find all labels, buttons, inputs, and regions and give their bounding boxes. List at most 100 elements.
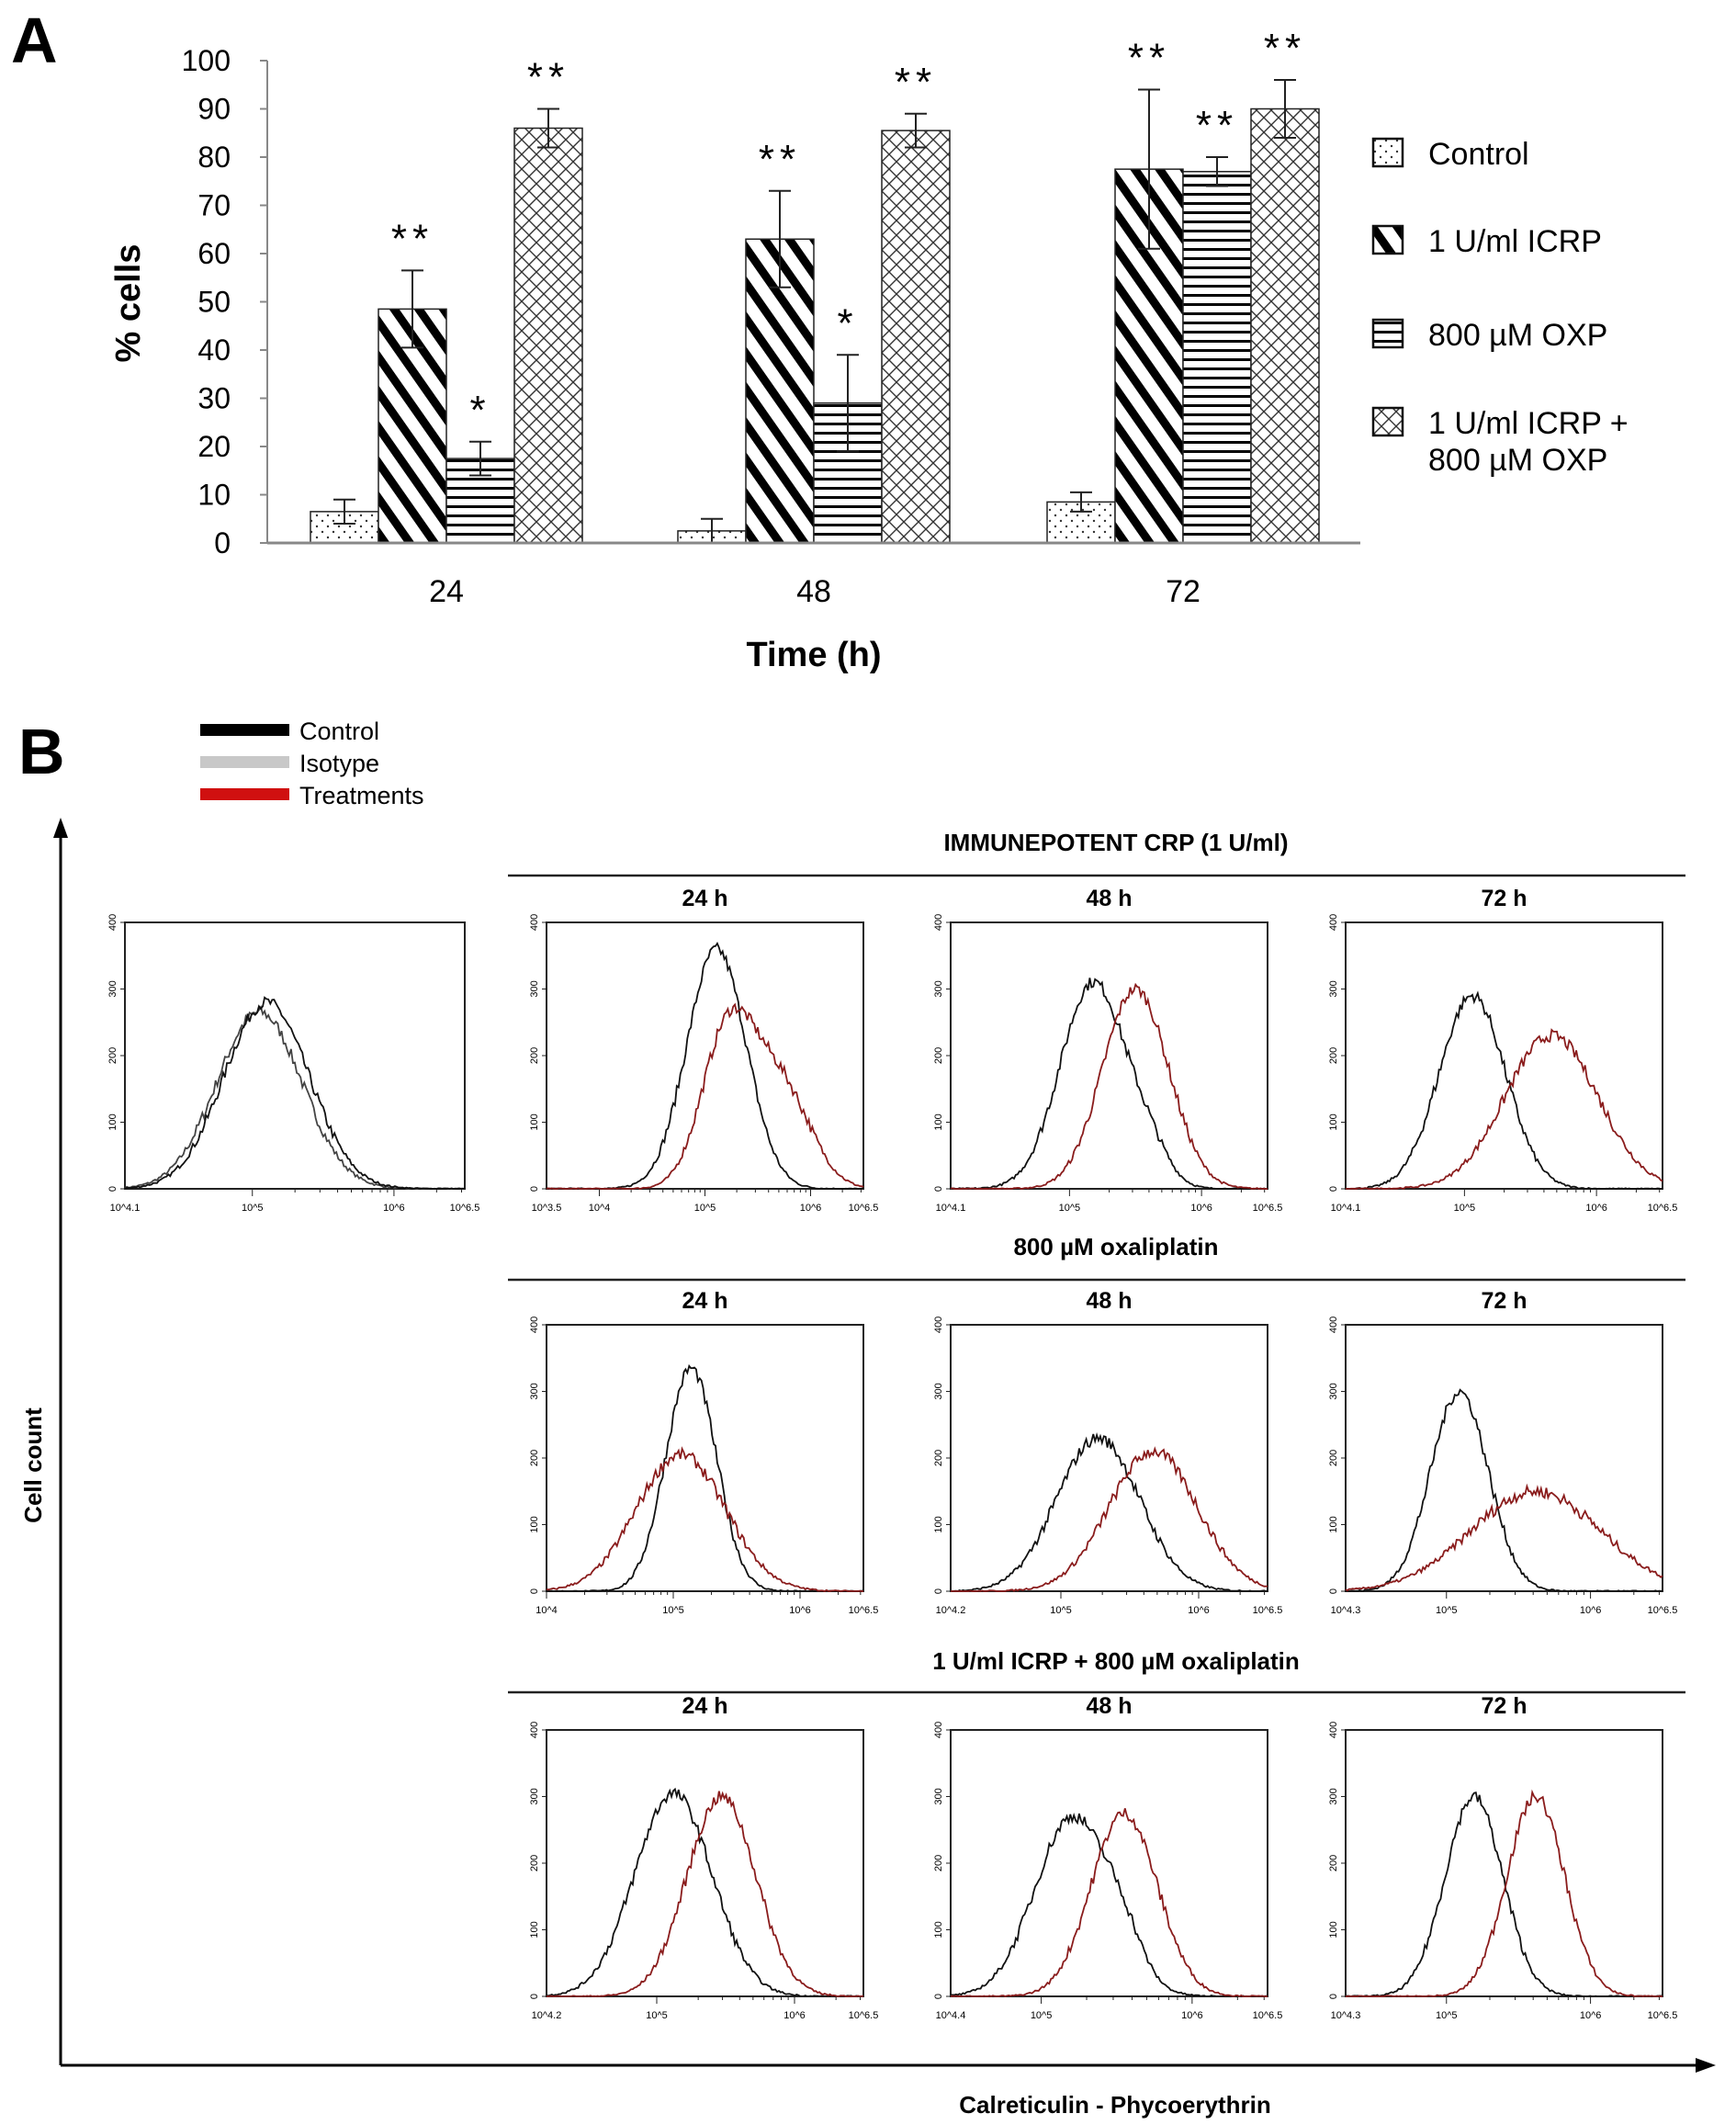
y-tick-label: 400 [1328,1317,1339,1333]
x-tick-label: 24 [429,574,464,609]
legend-label: Isotype [299,750,379,777]
y-tick-label: 100 [1328,1921,1339,1938]
x-tick-label: 10^6 [1181,2010,1203,2021]
x-tick-label: 10^4.1 [936,1203,966,1214]
bar [1250,107,1320,544]
legend-swatch [1371,224,1404,255]
x-tick-label: 10^6.5 [849,1203,879,1214]
y-tick-label: 0 [529,1588,540,1594]
y-tick-label: 300 [529,980,540,997]
significance-marker: ** [1196,103,1238,148]
y-tick-label: 400 [933,914,944,931]
treatment-curve [546,1002,864,1190]
y-tick-label: 100 [933,1113,944,1130]
y-tick-label: 100 [107,1113,118,1130]
y-tick-label: 200 [933,1450,944,1466]
histogram-time-label: 72 h [1481,1288,1527,1314]
y-tick-label: 400 [1328,1722,1339,1738]
treatment-curve [950,1808,1268,1998]
histogram-panel: 0 100 200 300 400 10^4.1 10^5 10^6 10^6.5 [107,914,479,1214]
control-curve [547,1363,864,1592]
y-tick-label: 200 [1328,1855,1339,1871]
panel-a-x-axis-title: Time (h) [746,636,881,674]
y-tick-label: 300 [1328,980,1339,997]
y-tick-label: 200 [529,1855,540,1871]
significance-marker: ** [1128,36,1170,81]
treatment-curve [1345,1483,1663,1592]
y-tick-label: 0 [933,1588,944,1594]
x-tick-label: 10^6.5 [450,1203,480,1214]
y-tick-label: 100 [933,1921,944,1938]
x-tick-label: 10^6 [783,2010,806,2021]
x-tick-label: 10^6.5 [849,1605,879,1616]
legend-swatch [1371,318,1404,349]
treatment-curve [1346,1789,1663,1997]
y-tick-label: 0 [529,1994,540,1999]
x-tick-label: 10^6.5 [1253,1605,1283,1616]
bar [1182,171,1252,544]
histogram-frame [1345,1729,1663,1997]
x-tick-label: 10^5 [1050,1605,1072,1616]
histogram-frame [546,1729,864,1997]
y-tick-label: 70 [197,189,231,222]
y-tick-label: 200 [107,1047,118,1064]
y-tick-label: 100 [529,1921,540,1938]
significance-marker: ** [895,60,937,105]
legend-label: Control [299,718,379,745]
histogram-frame [546,921,864,1190]
y-tick-label: 0 [1328,1994,1339,1999]
legend-label: 1 U/ml ICRP + [1428,406,1629,441]
histogram-frame [950,1324,1268,1592]
x-tick-label: 10^6 [383,1203,405,1214]
treatment-curve [547,1791,864,1997]
x-tick-label: 10^4 [589,1203,611,1214]
y-tick-label: 400 [107,914,118,931]
significance-marker: ** [1264,26,1306,71]
histogram-time-label: 48 h [1086,886,1132,911]
histogram-time-label: 48 h [1086,1693,1132,1719]
x-tick-label: 10^6.5 [849,2010,879,2021]
y-tick-label: 60 [197,237,231,270]
x-tick-label: 10^6 [1585,1203,1607,1214]
legend-swatch [200,724,289,736]
y-tick-label: 0 [933,1186,944,1192]
histogram-time-label: 24 h [682,1288,727,1314]
y-tick-label: 200 [1328,1047,1339,1064]
y-tick-label: 80 [197,141,231,174]
y-tick-label: 40 [197,333,231,367]
x-tick-label: 10^6 [800,1203,822,1214]
y-tick-label: 200 [1328,1450,1339,1466]
treatment-curve [951,1446,1268,1592]
bar [881,130,951,544]
y-tick-label: 400 [529,1317,540,1333]
histogram-frame [950,921,1268,1190]
treatment-curve [1345,1028,1663,1190]
panel-b-label: B [18,716,65,787]
y-tick-label: 300 [933,1383,944,1399]
y-tick-label: 0 [214,526,231,560]
y-tick-label: 200 [933,1047,944,1064]
histogram-frame [1345,921,1663,1190]
y-tick-label: 90 [197,93,231,126]
y-tick-label: 200 [529,1047,540,1064]
panel-a-y-axis-title: % cells [109,244,148,363]
x-tick-label: 10^6 [1580,1605,1602,1616]
histogram-time-label: 72 h [1481,1693,1527,1719]
x-tick-label: 10^5 [1436,1605,1458,1616]
x-tick-label: 10^6.5 [1648,1203,1678,1214]
significance-marker: ** [759,137,801,182]
y-tick-label: 400 [933,1317,944,1333]
x-tick-label: 10^4.3 [1331,1605,1361,1616]
treatment-curve [546,1446,863,1592]
x-tick-label: 72 [1166,574,1201,609]
y-tick-label: 200 [529,1450,540,1466]
y-tick-label: 300 [529,1383,540,1399]
x-tick-label: 10^5 [1059,1203,1081,1214]
x-tick-label: 10^6.5 [1253,1203,1283,1214]
significance-marker: * [469,388,490,433]
x-tick-label: 10^5 [1031,2010,1053,2021]
legend-label: 800 µM OXP [1428,443,1607,478]
y-tick-label: 100 [182,44,231,77]
x-tick-label: 10^5 [1436,2010,1458,2021]
